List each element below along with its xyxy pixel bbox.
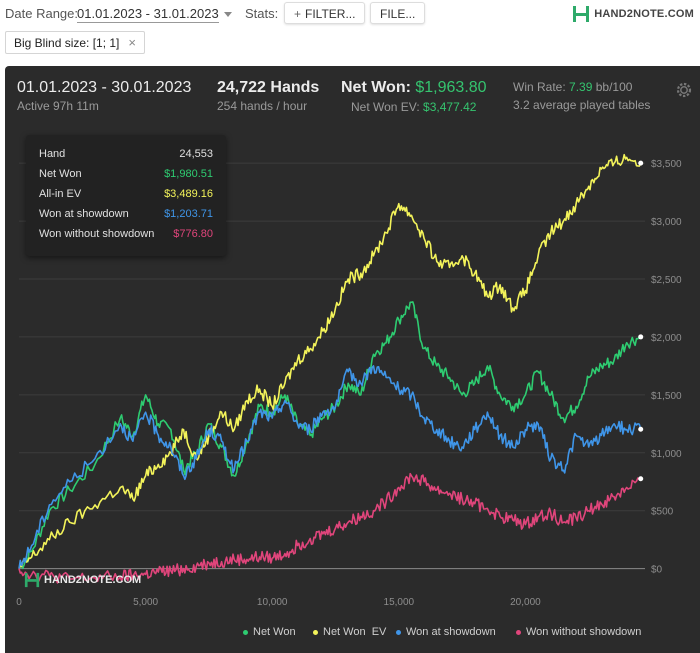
hand2note-logo-icon bbox=[24, 572, 40, 588]
legend-dot bbox=[243, 629, 248, 635]
y-tick-label: $3,000 bbox=[651, 217, 682, 228]
watermark-text: HAND2NOTE.COM bbox=[44, 574, 142, 586]
file-button[interactable]: FILE... bbox=[370, 2, 426, 24]
hands-rate: 254 hands / hour bbox=[217, 99, 308, 113]
date-range-label: Date Range: bbox=[5, 6, 78, 21]
legend-label: Net Won bbox=[253, 626, 296, 638]
series-end-point bbox=[638, 476, 644, 482]
tooltip-label: Won at showdown bbox=[39, 208, 129, 220]
active-time: Active 97h 11m bbox=[17, 99, 99, 113]
x-tick-label: 0 bbox=[16, 597, 22, 608]
net-won-value: $1,963.80 bbox=[415, 79, 487, 96]
legend-label: Won at showdown bbox=[406, 626, 496, 638]
series-line-won-at-showdown bbox=[18, 365, 642, 569]
watermark-logo: HAND2NOTE.COM bbox=[24, 571, 141, 589]
win-rate: Win Rate: 7.39 bb/100 bbox=[513, 80, 632, 94]
x-tick-label: 20,000 bbox=[510, 597, 541, 608]
stats-label: Stats: bbox=[245, 6, 279, 21]
tooltip-label: All-in EV bbox=[39, 188, 82, 200]
legend-label: Won without showdown bbox=[526, 626, 642, 638]
y-tick-label: $1,500 bbox=[651, 391, 682, 402]
tooltip-value: $1,980.51 bbox=[164, 168, 213, 180]
legend-item-won-without-showdown[interactable]: Won without showdown bbox=[516, 626, 641, 638]
brand-logo: HAND2NOTE.COM bbox=[572, 4, 694, 24]
legend-item-net-won[interactable]: Net Won bbox=[243, 626, 296, 638]
legend-dot bbox=[313, 629, 318, 635]
hover-tooltip: Hand 24,553 Net Won $1,980.51 All-in EV … bbox=[26, 135, 226, 256]
tooltip-value: $776.80 bbox=[173, 228, 213, 240]
close-icon[interactable]: × bbox=[128, 35, 136, 50]
series-line-net-won bbox=[18, 301, 641, 570]
tooltip-row: All-in EV $3,489.16 bbox=[39, 188, 213, 208]
tooltip-value: $1,203.71 bbox=[164, 208, 213, 220]
net-won-ev: Net Won EV: $3,477.42 bbox=[351, 100, 476, 114]
tooltip-row: Net Won $1,980.51 bbox=[39, 168, 213, 188]
net-won-label: Net Won: bbox=[341, 79, 411, 96]
tooltip-row: Won at showdown $1,203.71 bbox=[39, 208, 213, 228]
gear-icon[interactable] bbox=[674, 80, 694, 100]
avg-tables: 3.2 average played tables bbox=[513, 98, 651, 112]
x-tick-label: 5,000 bbox=[133, 597, 158, 608]
chevron-down-icon bbox=[223, 12, 232, 18]
date-range-value: 01.01.2023 - 31.01.2023 bbox=[77, 6, 219, 23]
tooltip-value: 24,553 bbox=[179, 148, 213, 160]
hands-count: 24,722 Hands bbox=[217, 79, 320, 96]
legend-item-won-at-showdown[interactable]: Won at showdown bbox=[396, 626, 496, 638]
net-won-ev-label: Net Won EV: bbox=[351, 100, 420, 114]
filter-chip-label: Big Blind size: [1; 1] bbox=[14, 36, 120, 50]
series-line-net-won-ev bbox=[18, 153, 642, 569]
series-end-point bbox=[638, 334, 644, 340]
legend-dot bbox=[516, 629, 521, 635]
file-button-label: FILE... bbox=[380, 7, 416, 21]
period-text: 01.01.2023 - 30.01.2023 bbox=[17, 79, 192, 96]
filter-button-label: FILTER... bbox=[305, 7, 356, 21]
tooltip-label: Net Won bbox=[39, 168, 82, 180]
series-end-point bbox=[638, 160, 644, 166]
top-toolbar: Date Range: 01.01.2023 - 31.01.2023 Stat… bbox=[0, 0, 700, 28]
legend-label: Net Won EV bbox=[323, 626, 387, 638]
date-range-select[interactable]: 01.01.2023 - 31.01.2023 bbox=[77, 6, 232, 23]
legend-item-net-won-ev[interactable]: Net Won EV bbox=[313, 626, 386, 638]
tooltip-row: Hand 24,553 bbox=[39, 148, 213, 168]
tooltip-label: Hand bbox=[39, 148, 66, 160]
plus-icon: + bbox=[294, 7, 302, 21]
brand-logo-text: HAND2NOTE.COM bbox=[594, 8, 694, 20]
y-tick-label: $2,500 bbox=[651, 275, 682, 286]
filter-chip[interactable]: Big Blind size: [1; 1] × bbox=[5, 31, 145, 54]
tooltip-label: Won without showdown bbox=[39, 228, 155, 240]
filter-button[interactable]: + FILTER... bbox=[284, 2, 366, 24]
x-tick-label: 10,000 bbox=[257, 597, 288, 608]
series-end-point bbox=[638, 426, 644, 432]
y-tick-label: $3,500 bbox=[651, 159, 682, 170]
graph-panel: $0 $500 $1,000 $1,500 $2,000 $2,500 $3,000 $3,5… bbox=[5, 66, 700, 653]
y-tick-label: $500 bbox=[651, 507, 674, 518]
series-line-won-without-showdown bbox=[18, 472, 641, 584]
win-rate-value: 7.39 bbox=[569, 80, 593, 94]
tooltip-value: $3,489.16 bbox=[164, 188, 213, 200]
net-won: Net Won: $1,963.80 bbox=[341, 79, 487, 97]
hand2note-logo-icon bbox=[573, 6, 590, 22]
legend-dot bbox=[396, 629, 401, 635]
x-tick-label: 15,000 bbox=[384, 597, 415, 608]
y-tick-label: $2,000 bbox=[651, 333, 682, 344]
win-rate-label: Win Rate: bbox=[513, 80, 566, 94]
y-tick-label: $1,000 bbox=[651, 449, 682, 460]
net-won-ev-value: $3,477.42 bbox=[423, 100, 477, 114]
results-chart: $0 $500 $1,000 $1,500 $2,000 $2,500 $3,000 $3,5… bbox=[16, 153, 682, 608]
win-rate-unit: bb/100 bbox=[595, 80, 633, 94]
y-tick-label: $0 bbox=[651, 565, 663, 576]
tooltip-row: Won without showdown $776.80 bbox=[39, 228, 213, 248]
